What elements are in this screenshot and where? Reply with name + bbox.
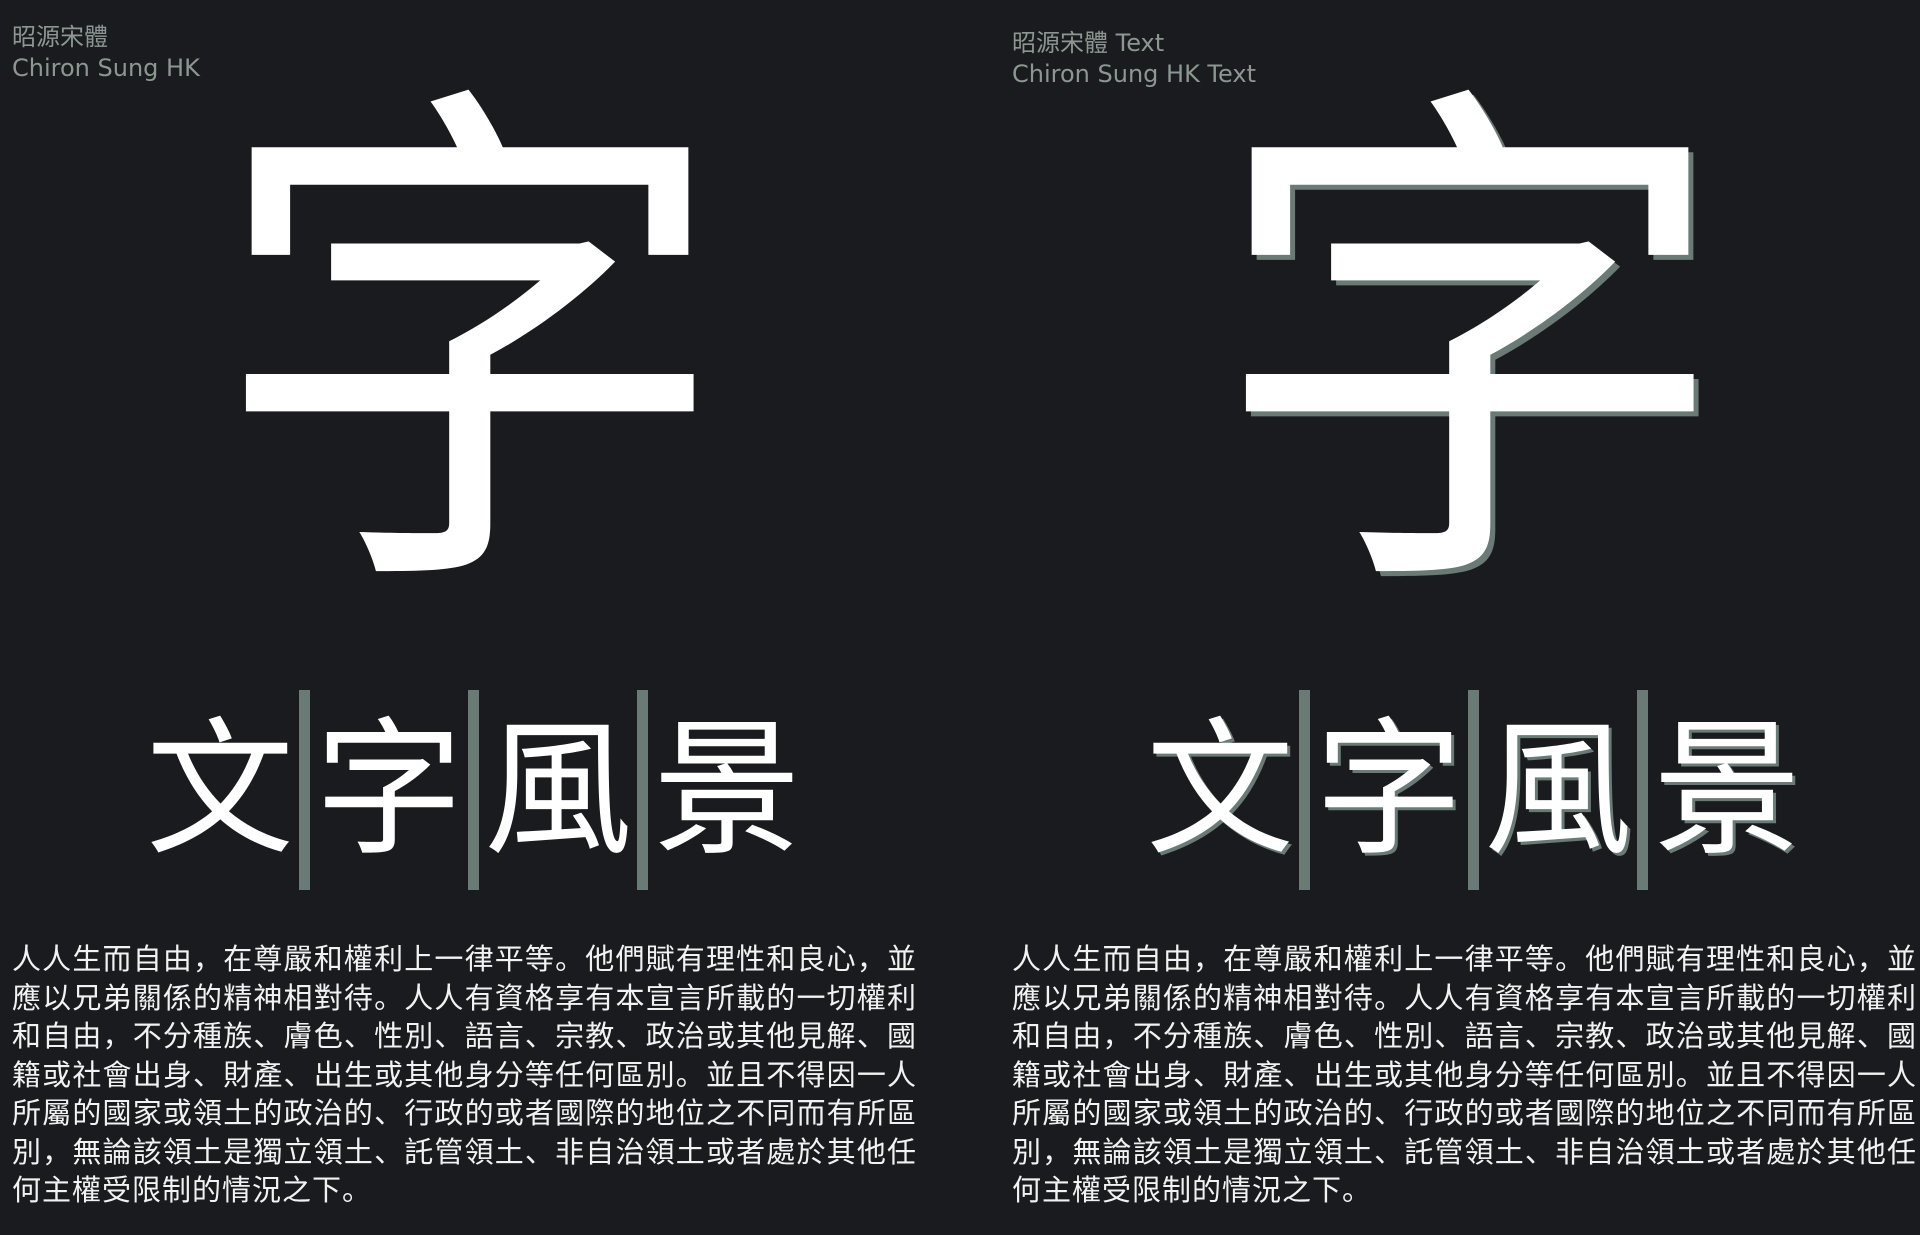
sample-char-1: 文 (146, 704, 294, 876)
large-glyph: 字 (210, 47, 730, 653)
sample-char-2: 字 (1315, 704, 1463, 876)
divider-bar (637, 690, 648, 890)
sample-char-4: 景 (1653, 704, 1801, 876)
font-name-chinese: 昭源宋體 Text (1012, 29, 1165, 57)
font-name-chinese: 昭源宋體 (12, 23, 108, 51)
sample-paragraph: 人人生而自由，在尊嚴和權利上一律平等。他們賦有理性和良心，並應以兄弟關係的精神相… (1012, 942, 1917, 1207)
divider-bar (1637, 690, 1648, 890)
divider-bar (468, 690, 479, 890)
sample-char-3: 風 (1484, 704, 1632, 876)
sample-word: 文 字 風 景 (1145, 690, 1802, 890)
sample-char-1: 文 (1146, 704, 1294, 876)
specimen-panel-chiron-sung-hk-text: 昭源宋體 Text Chiron Sung HK Text 字 文 字 風 景 … (1000, 0, 1920, 1235)
large-glyph: 字 (1210, 47, 1730, 653)
divider-bar (299, 690, 310, 890)
sample-paragraph: 人人生而自由，在尊嚴和權利上一律平等。他們賦有理性和良心，並應以兄弟關係的精神相… (12, 942, 917, 1207)
specimen-panel-chiron-sung-hk: 昭源宋體 Chiron Sung HK 字 文 字 風 景 人人生而自由，在尊嚴… (12, 22, 917, 1207)
sample-word: 文 字 風 景 (145, 690, 802, 890)
sample-char-3: 風 (484, 704, 632, 876)
font-name-english: Chiron Sung HK (12, 54, 200, 82)
divider-bar (1468, 690, 1479, 890)
sample-char-4: 景 (653, 704, 801, 876)
font-label: 昭源宋體 Chiron Sung HK (12, 22, 200, 84)
divider-bar (1299, 690, 1310, 890)
font-name-english: Chiron Sung HK Text (1012, 60, 1256, 88)
sample-char-2: 字 (315, 704, 463, 876)
font-label: 昭源宋體 Text Chiron Sung HK Text (1012, 28, 1256, 90)
